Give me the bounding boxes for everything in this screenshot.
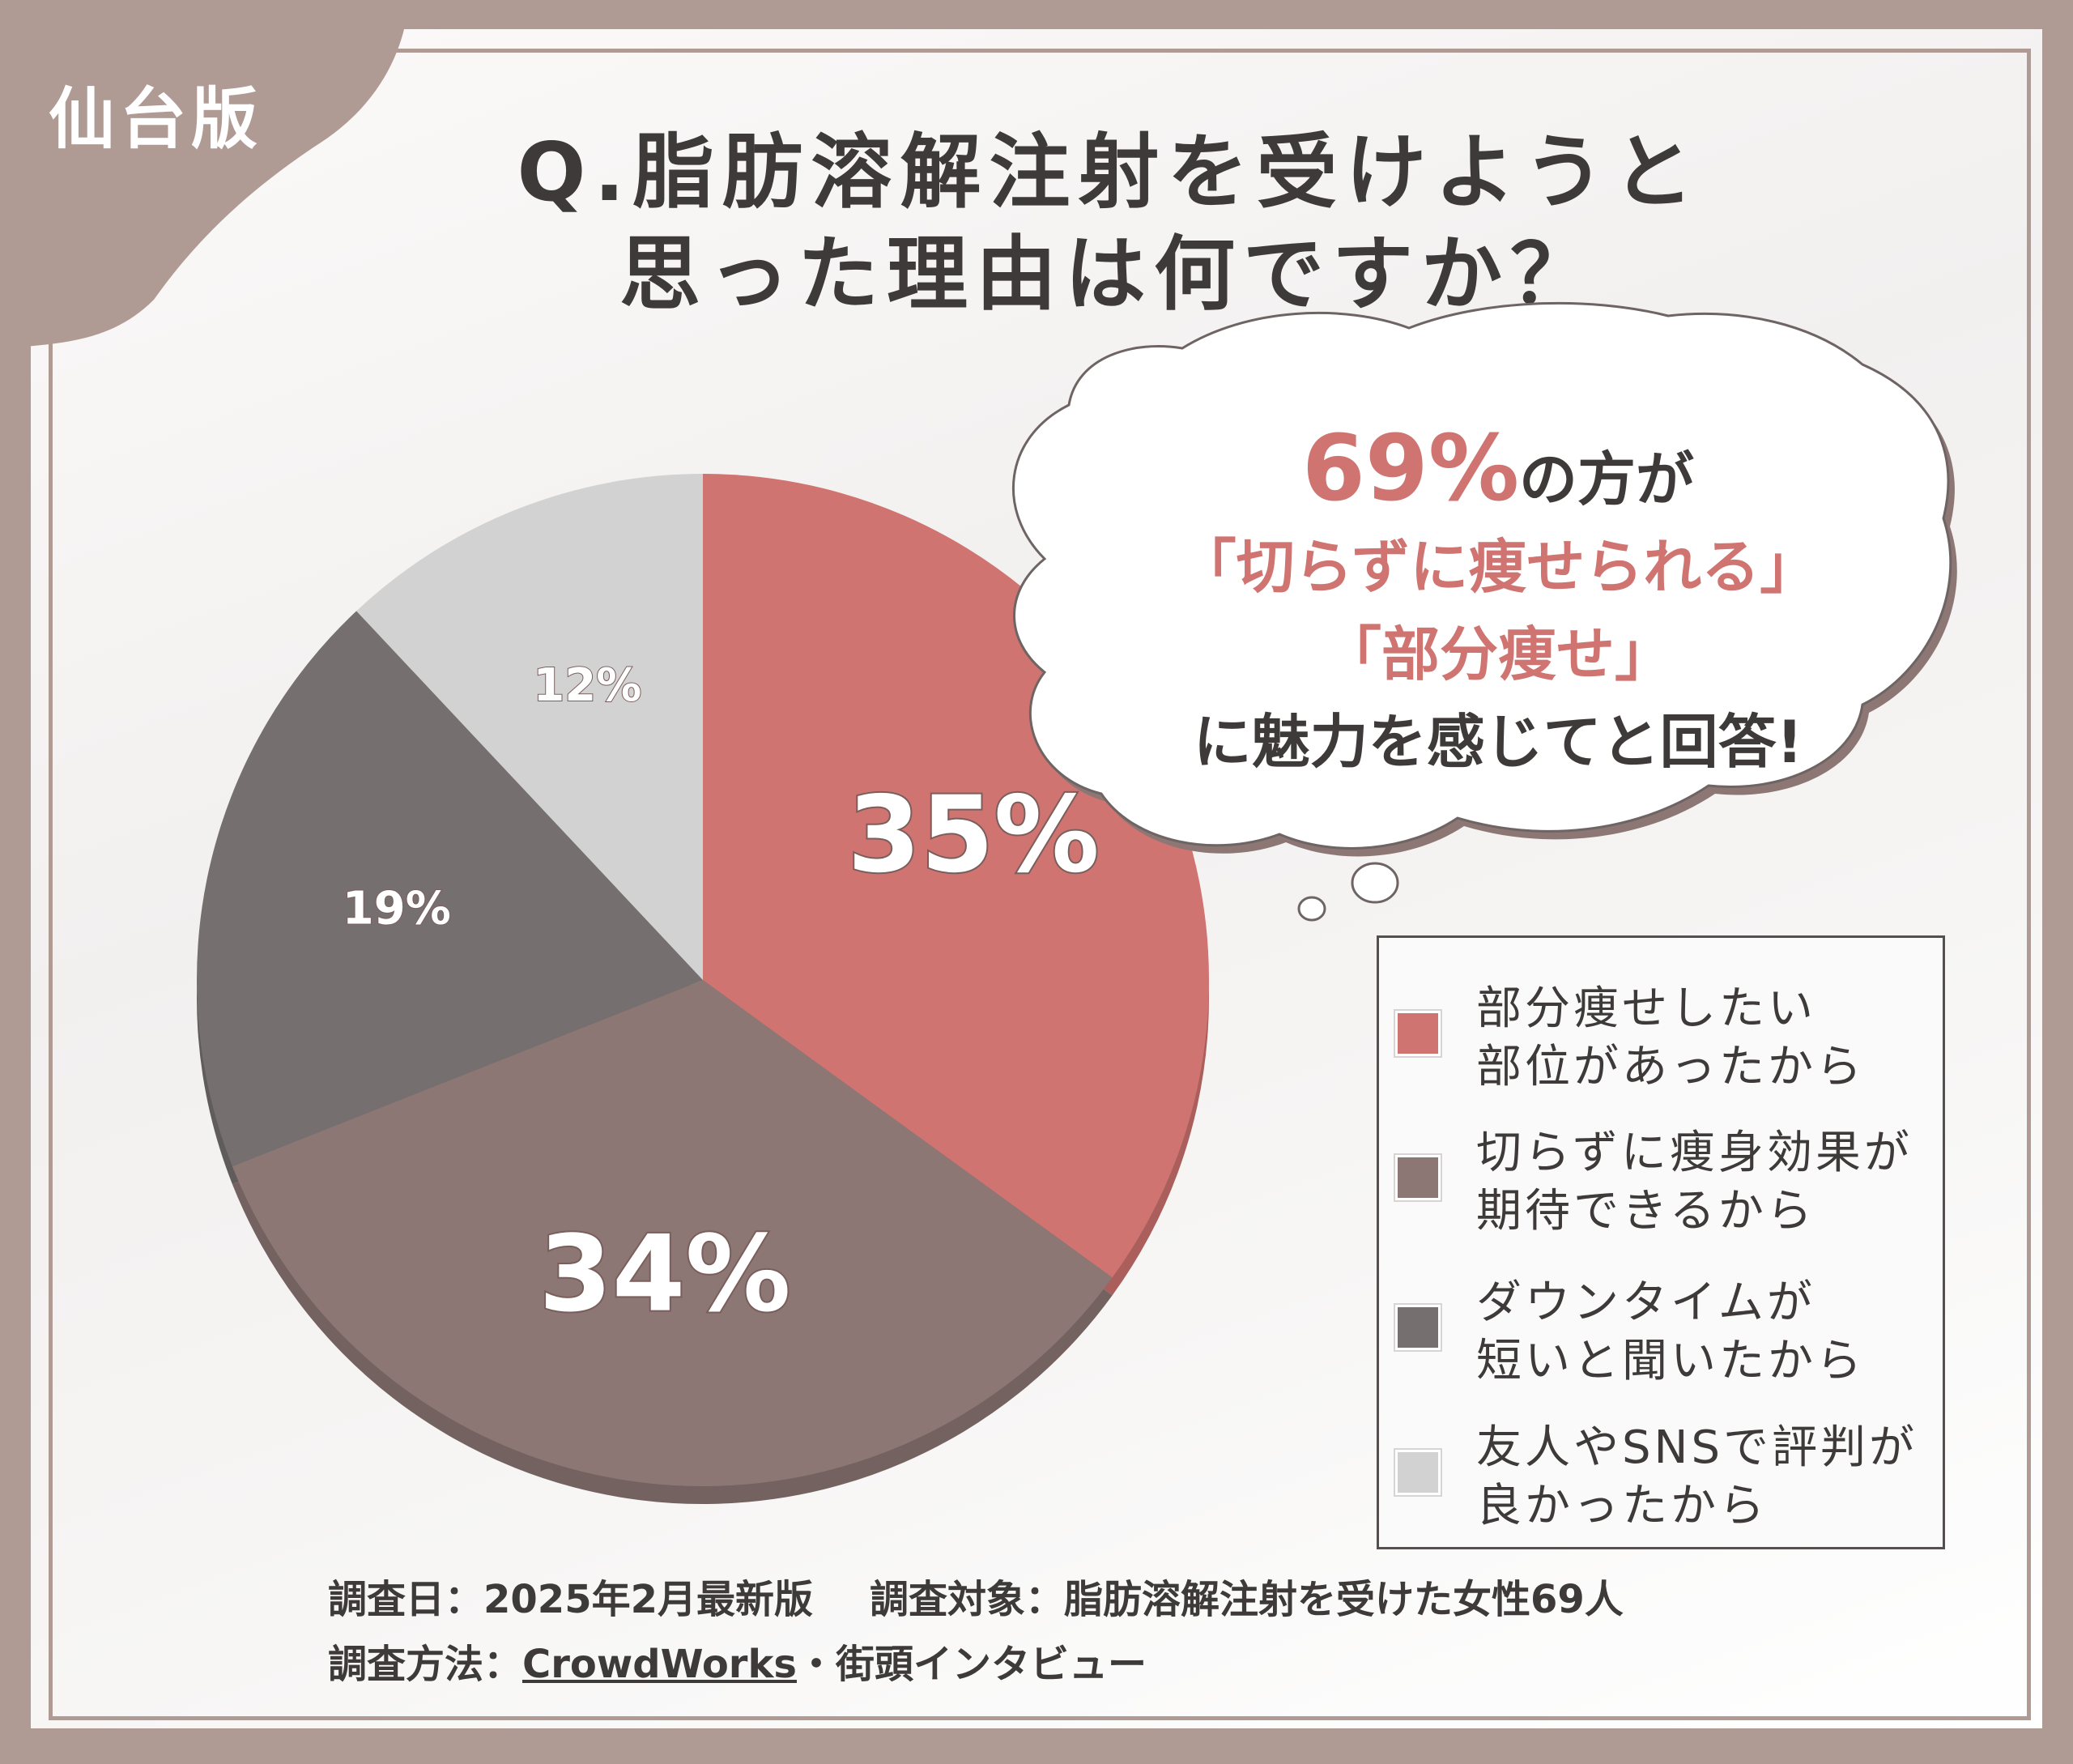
chart-legend: 部分痩せしたい 部位があったから 切らずに痩身効果が 期待できるから ダウンタイ… — [1377, 935, 1945, 1549]
legend-label-line-2: 短いと聞いたから — [1476, 1335, 1865, 1387]
survey-footer: 調査日：2025年2月最新版 調査対象：脂肪溶解注射を受けた女性69人 調査方法：… — [328, 1567, 1947, 1697]
pie-slice-label: 12% — [533, 659, 641, 712]
legend-label-line-1: 部分痩せしたい — [1476, 982, 1816, 1035]
callout-line-2: 「切らずに痩せられる」 — [1177, 533, 1819, 601]
region-label: 仙台版 — [49, 81, 263, 158]
legend-label-line-2: 良かったから — [1476, 1480, 1768, 1532]
legend-item: 部分痩せしたい 部位があったから — [1379, 962, 1943, 1108]
pie-slice-label: 35% — [848, 773, 1100, 896]
legend-item: ダウンタイムが 短いと聞いたから — [1379, 1256, 1943, 1402]
legend-item: 友人やSNSで評判が 良かったから — [1379, 1401, 1943, 1547]
pie-slice — [232, 980, 1113, 1486]
thought-dot-small — [1297, 896, 1326, 922]
callout-text: 69%の方が 「切らずに痩せられる」 「部分痩せ」 に魅力を感じてと回答! — [1053, 424, 1943, 786]
pie-slice-label: 34% — [538, 1212, 790, 1336]
legend-swatch — [1395, 1155, 1441, 1200]
thought-dot-large — [1351, 862, 1399, 904]
callout-line-1: 69%の方が — [1053, 424, 1943, 523]
legend-swatch — [1395, 1011, 1441, 1056]
callout-suffix: の方が — [1519, 445, 1695, 513]
survey-method-prefix: 調査方法： — [328, 1642, 523, 1687]
survey-method-suffix: ・街頭インタビュー — [796, 1642, 1147, 1687]
legend-label: 部分痩せしたい 部位があったから — [1476, 980, 1938, 1097]
legend-label: 友人やSNSで評判が 良かったから — [1476, 1419, 1938, 1536]
pie-slice-label: 19% — [343, 883, 451, 935]
pie-slice — [197, 611, 703, 1167]
survey-date: 調査日：2025年2月最新版 — [328, 1577, 813, 1622]
callout-line-3: 「部分痩せ」 — [1322, 620, 1673, 688]
callout-line-4: に魅力を感じてと回答! — [1193, 708, 1803, 776]
callout-percent: 69% — [1301, 416, 1520, 522]
legend-label-line-2: 期待できるから — [1476, 1185, 1815, 1238]
crowdworks-link[interactable]: CrowdWorks — [522, 1642, 797, 1687]
legend-label: 切らずに痩身効果が 期待できるから — [1476, 1124, 1938, 1241]
legend-swatch — [1395, 1305, 1441, 1350]
bubble-body — [1011, 301, 1952, 850]
legend-label-line-1: 友人やSNSで評判が — [1476, 1421, 1918, 1474]
legend-label-line-1: 切らずに痩身効果が — [1476, 1127, 1913, 1179]
question-line-2: 思った理由は何ですか？ — [619, 227, 1599, 322]
footer-line-2: 調査方法：CrowdWorks・街頭インタビュー — [328, 1632, 1947, 1697]
pie-slice — [356, 474, 703, 980]
legend-item: 切らずに痩身効果が 期待できるから — [1379, 1106, 1943, 1252]
legend-label-line-2: 部位があったから — [1476, 1041, 1865, 1093]
legend-label-line-1: ダウンタイムが — [1476, 1276, 1815, 1329]
question-line-1: Q.脂肪溶解注射を受けようと — [517, 125, 1702, 219]
survey-target: 調査対象：脂肪溶解注射を受けた女性69人 — [870, 1577, 1624, 1622]
footer-line-1: 調査日：2025年2月最新版 調査対象：脂肪溶解注射を受けた女性69人 — [328, 1567, 1947, 1632]
legend-label: ダウンタイムが 短いと聞いたから — [1476, 1274, 1938, 1391]
question-title: Q.脂肪溶解注射を受けようと 思った理由は何ですか？ — [340, 121, 1879, 326]
legend-swatch — [1395, 1450, 1441, 1495]
